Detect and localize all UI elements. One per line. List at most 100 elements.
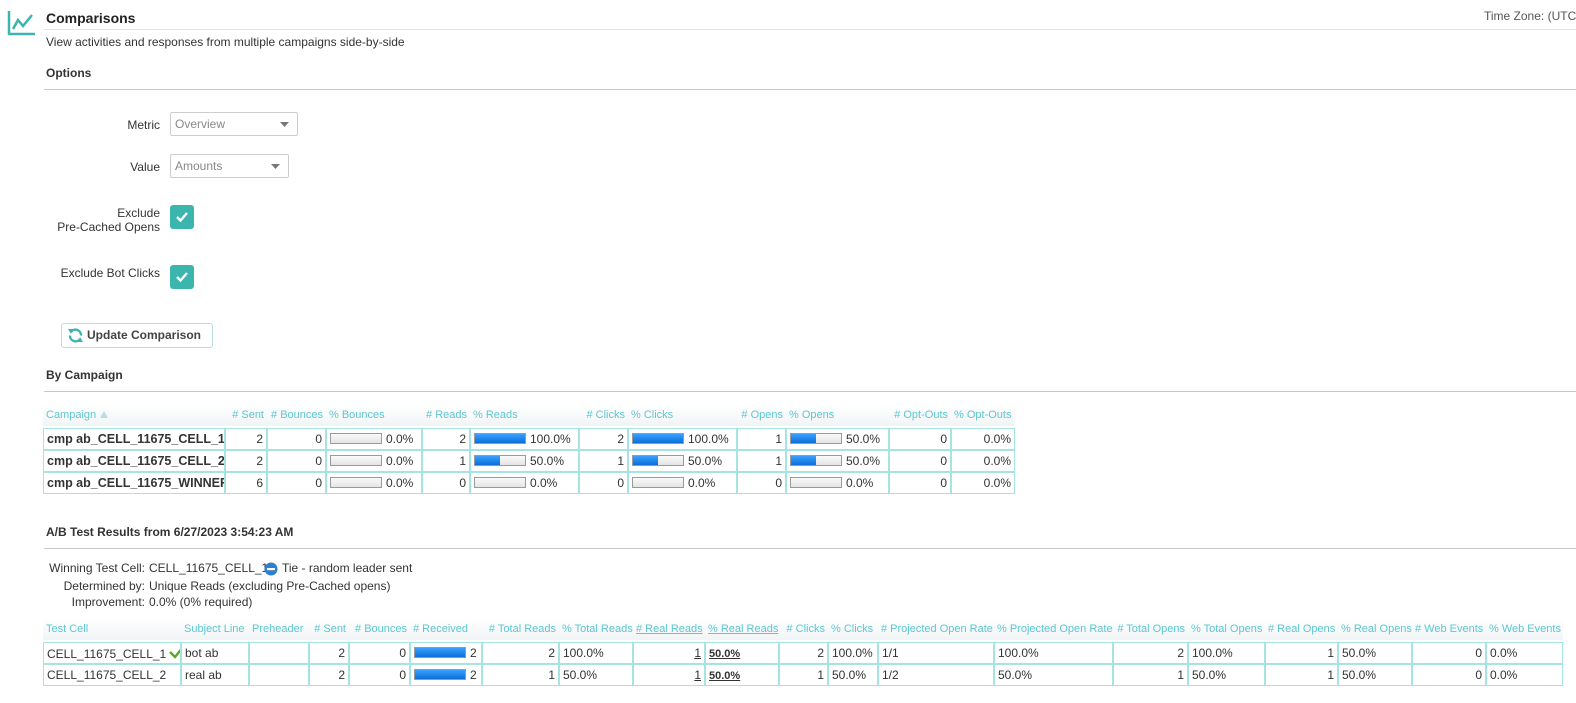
- info-label: Winning Test Cell:: [49, 561, 145, 575]
- checkbox[interactable]: [170, 205, 194, 229]
- checkbox[interactable]: [170, 265, 194, 289]
- cell-value[interactable]: 1: [694, 646, 701, 660]
- campaign-row: cmp ab_CELL_11675_WINNER 6 0 0.0% 0 0.0% 0 0.0%…: [43, 472, 1015, 494]
- table-cell: 1: [1113, 664, 1188, 686]
- cell-value: 2: [256, 432, 263, 446]
- column-header[interactable]: # Bounces: [349, 618, 410, 642]
- column-header[interactable]: # Opens: [737, 404, 786, 428]
- column-header[interactable]: # Clicks: [779, 618, 828, 642]
- cell-value: 50.0%: [998, 668, 1033, 682]
- ab-row: CELL_11675_CELL_2 real ab 2 0 2 1 50.0% 1 50.0% 1…: [43, 664, 1563, 686]
- table-cell: 100.0%: [1188, 642, 1265, 664]
- column-header[interactable]: # Total Opens: [1113, 618, 1188, 642]
- column-header[interactable]: # Clicks: [579, 404, 628, 428]
- dropdown-arrow: [271, 164, 280, 169]
- progress-bar: [414, 669, 466, 680]
- column-header[interactable]: % Real Reads: [705, 618, 779, 642]
- cell-value: 1: [1177, 668, 1184, 682]
- table-cell: [249, 664, 309, 686]
- column-header[interactable]: # Total Reads: [482, 618, 559, 642]
- page-title: Comparisons: [46, 10, 136, 26]
- select-value: Amounts: [175, 159, 223, 173]
- header-row: Test Cell Subject Line Preheader # Sent # Bo…: [43, 618, 1563, 642]
- column-header[interactable]: % Projected Open Rate: [994, 618, 1113, 642]
- cell-value: 0.0%: [530, 476, 558, 490]
- tie-icon: [264, 562, 278, 576]
- cell-value: CELL_11675_CELL_1: [47, 647, 167, 661]
- header-label: % Real Opens: [1341, 623, 1412, 635]
- table-cell: 50.0%: [786, 450, 889, 472]
- header-label: % Web Events: [1489, 623, 1561, 635]
- cell-value: 0.0%: [386, 476, 414, 490]
- table-cell: 50.0%: [628, 450, 737, 472]
- column-header[interactable]: % Reads: [470, 404, 579, 428]
- table-cell: 100.0%: [470, 428, 579, 450]
- column-header[interactable]: # Sent: [309, 618, 349, 642]
- cell-value: 0: [775, 476, 782, 490]
- table-cell: 50.0%: [994, 664, 1113, 686]
- cell-value: 100.0%: [530, 432, 571, 446]
- table-cell: 100.0%: [559, 642, 633, 664]
- table-cell: 100.0%: [828, 642, 878, 664]
- cell-value: 0.0%: [983, 454, 1011, 468]
- column-header[interactable]: # Projected Open Rate: [878, 618, 994, 642]
- column-header[interactable]: % Total Opens: [1188, 618, 1265, 642]
- column-header[interactable]: # Real Opens: [1265, 618, 1338, 642]
- cell-value: 0: [315, 454, 322, 468]
- column-header[interactable]: Test Cell: [43, 618, 181, 642]
- update-button[interactable]: Update Comparison: [61, 323, 213, 348]
- table-cell: 1: [633, 664, 705, 686]
- cell-value: 0.0%: [1490, 646, 1518, 660]
- cell-value: 2: [459, 432, 466, 446]
- header-label: # Reads: [426, 409, 467, 421]
- metric-select[interactable]: Overview: [170, 112, 298, 136]
- column-header[interactable]: # Reads: [422, 404, 470, 428]
- header-label: % Total Reads: [562, 623, 633, 635]
- check-path: [169, 649, 180, 659]
- column-header[interactable]: % Opt-Outs: [951, 404, 1015, 428]
- column-header[interactable]: Preheader: [249, 618, 309, 642]
- column-header[interactable]: # Real Reads: [633, 618, 705, 642]
- column-header[interactable]: # Sent: [225, 404, 267, 428]
- table-cell: 0.0%: [951, 450, 1015, 472]
- table-cell: 100.0%: [994, 642, 1113, 664]
- column-header[interactable]: # Opt-Outs: [889, 404, 951, 428]
- ab-table: Test Cell Subject Line Preheader # Sent # Bo…: [43, 618, 1563, 686]
- column-header[interactable]: # Bounces: [267, 404, 326, 428]
- column-header[interactable]: # Web Events: [1412, 618, 1486, 642]
- divider: [44, 548, 1576, 549]
- value-select[interactable]: Amounts: [170, 154, 289, 178]
- cell-value: 2: [470, 646, 477, 660]
- table-cell: [249, 642, 309, 664]
- column-header[interactable]: % Total Reads: [559, 618, 633, 642]
- field-label: Pre-Cached Opens: [57, 220, 160, 234]
- column-header[interactable]: Subject Line: [181, 618, 249, 642]
- cell-value: 0.0%: [386, 432, 414, 446]
- section-heading: A/B Test Results from 6/27/2023 3:54:23 …: [46, 525, 294, 539]
- header-label: Campaign: [46, 409, 97, 421]
- column-header[interactable]: % Opens: [786, 404, 889, 428]
- column-header[interactable]: Campaign: [43, 404, 225, 428]
- table-cell: 1: [482, 664, 559, 686]
- table-cell: 0.0%: [1486, 664, 1563, 686]
- column-header[interactable]: # Received: [410, 618, 482, 642]
- column-header[interactable]: % Clicks: [628, 404, 737, 428]
- campaign-row: cmp ab_CELL_11675_CELL_2 2 0 0.0% 1 50.0% 1 50.…: [43, 450, 1015, 472]
- progress-fill: [791, 456, 816, 465]
- cell-value[interactable]: 50.0%: [709, 670, 741, 682]
- column-header[interactable]: % Real Opens: [1338, 618, 1412, 642]
- cell-value[interactable]: 50.0%: [709, 648, 741, 660]
- progress-bar: [632, 455, 684, 466]
- cell-value: 50.0%: [846, 454, 881, 468]
- column-header[interactable]: % Clicks: [828, 618, 878, 642]
- cell-value[interactable]: 1: [694, 668, 701, 682]
- cell-value: 2: [817, 646, 824, 660]
- cell-value: 50.0%: [1342, 668, 1377, 682]
- column-header[interactable]: % Bounces: [326, 404, 422, 428]
- column-header[interactable]: % Web Events: [1486, 618, 1563, 642]
- cell-value: 6: [256, 476, 263, 490]
- cell-value: 1: [817, 668, 824, 682]
- table-cell: 2: [225, 450, 267, 472]
- table-cell: 0.0%: [786, 472, 889, 494]
- cell-value: 0.0%: [386, 454, 414, 468]
